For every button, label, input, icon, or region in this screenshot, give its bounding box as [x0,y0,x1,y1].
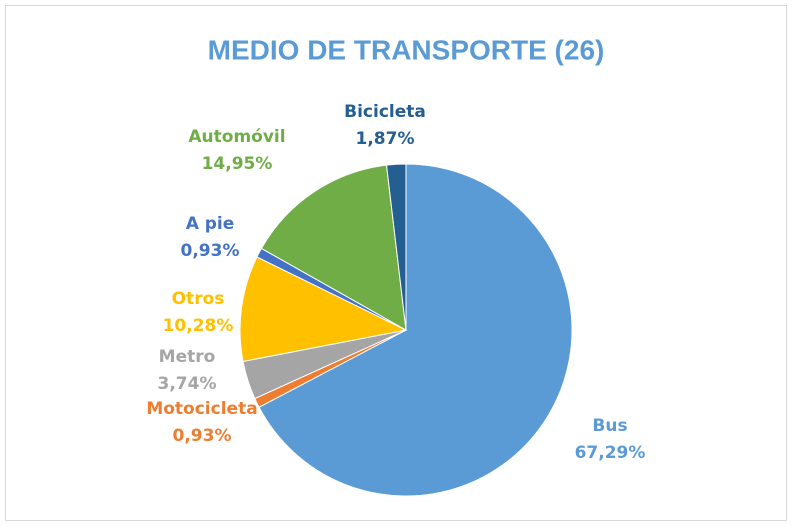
slice-label-name: Bus [592,416,627,436]
slice-label-value: 1,87% [356,129,415,149]
slice-label-value: 14,95% [202,154,273,174]
chart-title: MEDIO DE TRANSPORTE (26) [208,34,605,65]
slice-label-value: 67,29% [575,443,646,463]
pie-slice [239,256,408,363]
slice-label-name: Metro [159,347,216,367]
pie-slice [260,164,407,331]
slice-label-value: 3,74% [158,374,217,394]
slice-label-value: 10,28% [163,316,234,336]
slice-label-name: A pie [186,214,235,234]
slice-label-name: Bicicleta [344,102,426,122]
slice-label-name: Automóvil [188,127,285,147]
slice-label-value: 0,93% [181,241,240,261]
pie-slice [258,163,573,497]
pie-slice [385,163,407,331]
slice-label-name: Otros [172,289,225,309]
slice-label-value: 0,93% [173,426,232,446]
slice-label-name: Motocicleta [146,399,257,419]
